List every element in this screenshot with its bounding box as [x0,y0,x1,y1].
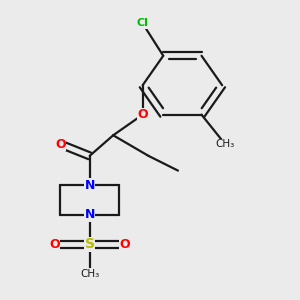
Text: O: O [137,108,148,121]
Text: O: O [120,238,130,251]
Text: S: S [85,237,94,251]
Text: CH₃: CH₃ [80,269,99,279]
Text: N: N [85,179,95,192]
Text: O: O [49,238,60,251]
Text: N: N [85,208,95,221]
Text: O: O [55,138,65,151]
Text: CH₃: CH₃ [215,139,235,149]
Text: Cl: Cl [137,18,148,28]
Text: N: N [85,179,95,192]
